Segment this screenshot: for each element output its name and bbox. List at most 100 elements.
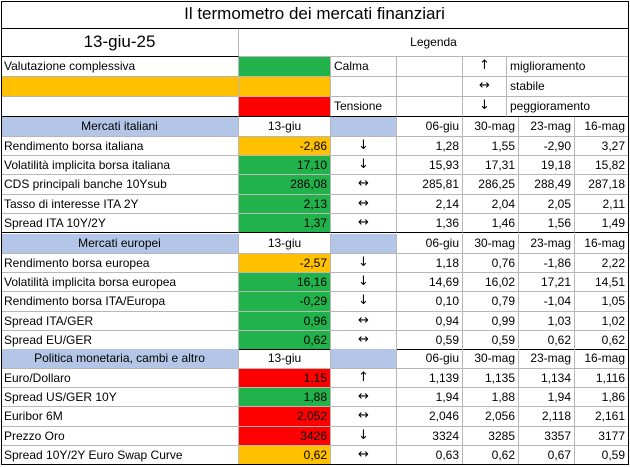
history-value: 1,135 xyxy=(463,369,519,389)
history-value: 3177 xyxy=(575,426,629,446)
column-header: 06-giu xyxy=(397,349,463,369)
legend-header: Legenda xyxy=(239,29,629,57)
section-header-fill xyxy=(331,349,397,369)
history-value: 1,116 xyxy=(575,369,629,389)
trend-arrow-icon: ↓ xyxy=(331,254,397,274)
history-value: 15,82 xyxy=(575,156,629,176)
table-row: Rendimento borsa italiana -2,86 ↓ 1,28 1,55-… xyxy=(1,137,629,157)
legend-row-3: Tensione ↓ peggioramento xyxy=(1,97,629,117)
section-title: Politica monetaria, cambi e altro xyxy=(1,349,239,369)
title-row: Il termometro dei mercati finanziari xyxy=(1,1,629,29)
history-value: 1,134 xyxy=(519,369,575,389)
section-header: Politica monetaria, cambi e altro 13-giu 0… xyxy=(1,349,629,369)
table-row: Rendimento borsa ITA/Europa -0,29 ↓ 0,10 0,7… xyxy=(1,292,629,312)
history-value: -1,04 xyxy=(519,292,575,312)
history-value: 3357 xyxy=(519,426,575,446)
history-value: 3285 xyxy=(463,426,519,446)
history-value: 17,31 xyxy=(463,156,519,176)
table-row: Volatilità implicita borsa italiana 17,10… xyxy=(1,156,629,176)
history-value: 17,21 xyxy=(519,273,575,293)
column-header-current: 13-giu xyxy=(239,117,331,137)
section-header-fill xyxy=(331,117,397,137)
indicator-label: Rendimento borsa ITA/Europa xyxy=(1,292,239,312)
column-header: 30-mag xyxy=(463,349,519,369)
section-header: Mercati europei 13-giu 06-giu 30-mag 23-mag 1… xyxy=(1,234,629,254)
trend-arrow-icon: ↑ xyxy=(331,369,397,389)
table-row: Spread ITA 10Y/2Y 1,37 ↔ 1,36 1,46 1,56 1,49 xyxy=(1,213,629,233)
history-value: 1,49 xyxy=(575,213,629,233)
legend-miglioramento: miglioramento xyxy=(507,57,629,77)
column-header: 30-mag xyxy=(463,117,519,137)
history-value: 3,27 xyxy=(575,137,629,157)
history-value: 0,99 xyxy=(463,311,519,331)
trend-arrow-icon: ↔ xyxy=(331,445,397,465)
column-header-current: 13-giu xyxy=(239,349,331,369)
history-value: 2,05 xyxy=(519,194,575,214)
indicator-label: Euribor 6M xyxy=(1,407,239,427)
history-value: 287,18 xyxy=(575,175,629,195)
column-header: 16-mag xyxy=(575,349,629,369)
table-row: Rendimento borsa europea -2,57 ↓ 1,18 0,76 -1… xyxy=(1,254,629,274)
current-value: 16,16 xyxy=(239,273,331,293)
history-value: 3324 xyxy=(397,426,463,446)
column-header: 16-mag xyxy=(575,117,629,137)
column-header: 06-giu xyxy=(397,117,463,137)
history-value: 0,59 xyxy=(397,330,463,350)
history-value: 1,18 xyxy=(397,254,463,274)
valutazione-swatch xyxy=(1,77,239,97)
history-value: 286,25 xyxy=(463,175,519,195)
table-row: Volatilità implicita borsa europea 16,16 ↓… xyxy=(1,273,629,293)
history-value: 1,55 xyxy=(463,137,519,157)
history-value: 1,36 xyxy=(397,213,463,233)
current-value: 1,15 xyxy=(239,369,331,389)
history-value: 19,18 xyxy=(519,156,575,176)
legend-calma: Calma xyxy=(331,57,397,77)
current-value: 1,88 xyxy=(239,388,331,408)
history-value: 285,81 xyxy=(397,175,463,195)
legend-up-arrow-icon: ↑ xyxy=(463,57,507,77)
history-value: 1,28 xyxy=(397,137,463,157)
column-header: 16-mag xyxy=(575,234,629,254)
history-value: 1,94 xyxy=(519,388,575,408)
indicator-label: Tasso di interesse ITA 2Y xyxy=(1,194,239,214)
current-value: -2,86 xyxy=(239,137,331,157)
current-value: 2,052 xyxy=(239,407,331,427)
table-row: Prezzo Oro 3426 ↓ 3324 3285 3357 3177 xyxy=(1,426,629,446)
trend-arrow-icon: ↓ xyxy=(331,426,397,446)
history-value: 1,94 xyxy=(397,388,463,408)
current-value: 1,37 xyxy=(239,213,331,233)
valutazione-label: Valutazione complessiva xyxy=(1,57,239,77)
trend-arrow-icon: ↔ xyxy=(331,330,397,350)
history-value: 0,67 xyxy=(519,445,575,465)
legend-yellow-swatch xyxy=(239,77,331,97)
indicator-label: Spread US/GER 10Y xyxy=(1,388,239,408)
history-value: 0,62 xyxy=(463,445,519,465)
indicator-label: Spread 10Y/2Y Euro Swap Curve xyxy=(1,445,239,465)
column-header: 23-mag xyxy=(519,234,575,254)
current-value: 3426 xyxy=(239,426,331,446)
table-row: Spread 10Y/2Y Euro Swap Curve 0,62 ↔ 0,63 0,… xyxy=(1,445,629,465)
history-value: 1,139 xyxy=(397,369,463,389)
history-value: 2,11 xyxy=(575,194,629,214)
date-row: 13-giu-25 Legenda xyxy=(1,29,629,57)
page-title: Il termometro dei mercati finanziari xyxy=(1,1,629,29)
report-date: 13-giu-25 xyxy=(1,29,239,57)
current-value: 0,62 xyxy=(239,330,331,350)
history-value: 2,118 xyxy=(519,407,575,427)
trend-arrow-icon: ↔ xyxy=(331,175,397,195)
current-value: -0,29 xyxy=(239,292,331,312)
history-value: 1,86 xyxy=(575,388,629,408)
indicator-label: Prezzo Oro xyxy=(1,426,239,446)
table-row: Euro/Dollaro 1,15 ↑ 1,139 1,135 1,134 1,116 xyxy=(1,369,629,389)
indicator-label: Rendimento borsa europea xyxy=(1,254,239,274)
history-value: 2,161 xyxy=(575,407,629,427)
legend-red-swatch xyxy=(239,97,331,117)
history-value: 14,69 xyxy=(397,273,463,293)
section-header-fill xyxy=(331,234,397,254)
indicator-label: Volatilità implicita borsa europea xyxy=(1,273,239,293)
indicator-label: Euro/Dollaro xyxy=(1,369,239,389)
legend-row-1: Valutazione complessiva Calma ↑ migliora… xyxy=(1,57,629,77)
history-value: 16,02 xyxy=(463,273,519,293)
legend-stabile: stabile xyxy=(507,77,629,97)
